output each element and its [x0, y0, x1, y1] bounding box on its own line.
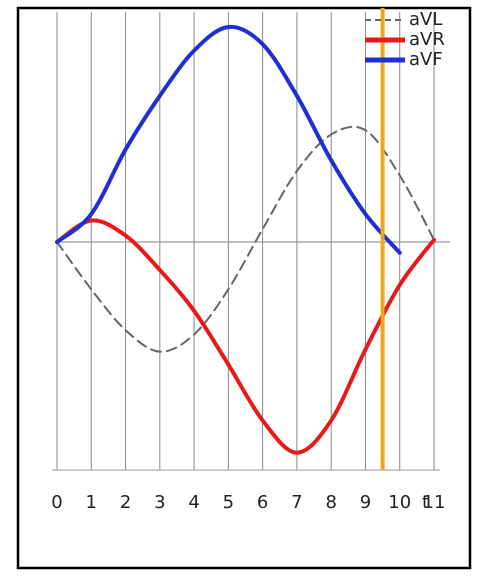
x-axis-label: t — [422, 492, 429, 513]
plot-area: 0 1 2 3 4 5 6 7 8 9 10 11 — [51, 8, 445, 513]
x-tick-label: 5 — [223, 492, 234, 513]
x-tick-label: 6 — [257, 492, 268, 513]
x-tick-label: 2 — [120, 492, 131, 513]
grid — [56, 12, 435, 470]
x-tick-label: 10 — [388, 492, 411, 513]
series-line — [55, 218, 436, 455]
x-tick-label: 3 — [154, 492, 165, 513]
x-tick-label: 8 — [325, 492, 336, 513]
frame — [16, 6, 472, 570]
x-tick-label: 1 — [86, 492, 97, 513]
legend-label: aVF — [409, 49, 443, 70]
x-tick-label: 0 — [51, 492, 62, 513]
legend-label: aVL — [409, 9, 442, 30]
x-tick-label: 11 — [423, 492, 446, 513]
legend-label: aVR — [409, 29, 445, 50]
x-tick-label: 7 — [291, 492, 302, 513]
series-line — [56, 125, 435, 353]
x-tick-label: 9 — [360, 492, 371, 513]
series-line — [55, 24, 402, 255]
x-tick-label: 4 — [188, 492, 199, 513]
